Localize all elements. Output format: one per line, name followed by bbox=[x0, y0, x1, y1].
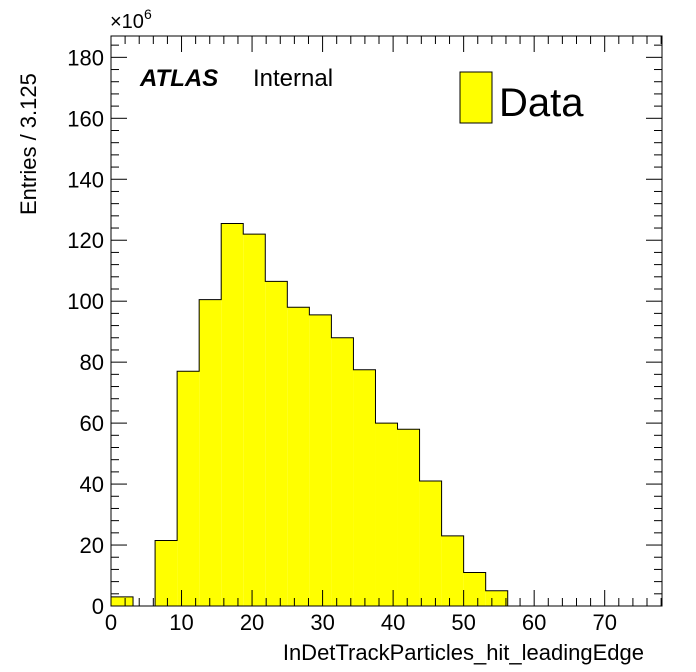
histogram-bar bbox=[287, 307, 310, 606]
y-tick-label: 140 bbox=[67, 167, 104, 192]
y-tick-label: 60 bbox=[80, 411, 104, 436]
y-axis-title: Entries / 3.125 bbox=[16, 73, 41, 215]
histogram-bars bbox=[110, 222, 662, 607]
histogram-bar bbox=[485, 590, 508, 606]
x-tick-label: 40 bbox=[381, 610, 405, 635]
y-tick-label: 80 bbox=[80, 350, 104, 375]
y-tick-label: 40 bbox=[80, 472, 104, 497]
histogram-bar bbox=[397, 429, 420, 606]
x-axis-title: InDetTrackParticles_hit_leadingEdge bbox=[283, 640, 644, 665]
histogram-bar bbox=[199, 299, 222, 606]
histogram-bar bbox=[155, 540, 178, 606]
x-tick-label: 0 bbox=[105, 610, 117, 635]
x-tick-label: 60 bbox=[522, 610, 546, 635]
x-tick-label: 30 bbox=[310, 610, 334, 635]
histogram-outline bbox=[110, 222, 662, 607]
x-tick-labels: 0 10 20 30 40 50 60 70 bbox=[105, 610, 617, 635]
histogram-bar bbox=[243, 234, 266, 606]
legend-label-data: Data bbox=[499, 81, 584, 125]
histogram-bar bbox=[419, 481, 442, 606]
histogram-bar bbox=[177, 371, 200, 606]
axis-ticks bbox=[110, 36, 662, 607]
y-tick-label: 160 bbox=[67, 106, 104, 131]
x-tick-label: 20 bbox=[240, 610, 264, 635]
x-tick-label: 50 bbox=[451, 610, 475, 635]
y-tick-label: 0 bbox=[92, 594, 104, 619]
histogram-bar bbox=[309, 314, 332, 606]
plot-frame bbox=[110, 35, 663, 607]
histogram-bar bbox=[375, 423, 398, 606]
y-tick-labels: 0 20 40 60 80 100 120 140 160 180 bbox=[67, 45, 104, 619]
y-multiplier: ×106 bbox=[110, 6, 152, 33]
histogram-bar bbox=[221, 223, 244, 606]
atlas-label: ATLAS bbox=[139, 65, 218, 92]
y-tick-label: 180 bbox=[67, 45, 104, 70]
histogram-bar bbox=[331, 337, 354, 606]
x-tick-label: 10 bbox=[169, 610, 193, 635]
y-multiplier-exponent: 6 bbox=[144, 6, 152, 22]
legend-swatch-data bbox=[459, 71, 493, 124]
y-tick-label: 120 bbox=[67, 228, 104, 253]
internal-label: Internal bbox=[253, 65, 333, 92]
histogram-bar bbox=[463, 572, 486, 606]
histogram-bar bbox=[111, 596, 134, 606]
histogram-bar bbox=[441, 535, 464, 606]
x-tick-label: 70 bbox=[592, 610, 616, 635]
y-tick-label: 100 bbox=[67, 289, 104, 314]
histogram-bar bbox=[265, 281, 288, 606]
histogram-bar bbox=[353, 369, 376, 606]
y-tick-label: 20 bbox=[80, 533, 104, 558]
